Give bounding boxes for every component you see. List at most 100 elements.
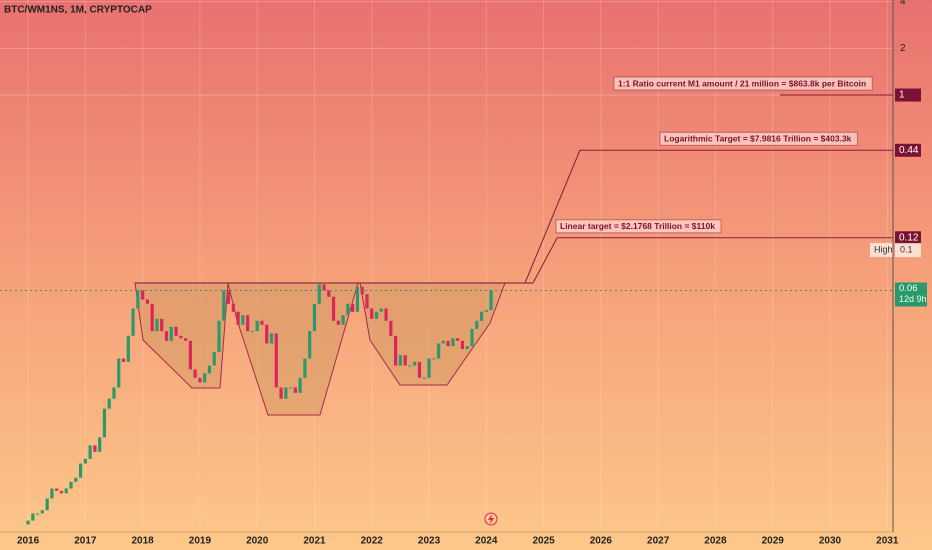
candle-body (179, 335, 183, 339)
candle-body (355, 286, 360, 312)
candles (26, 284, 493, 525)
candle-body (308, 331, 312, 359)
candle-body (446, 340, 450, 347)
candle-body (441, 340, 445, 344)
x-tick-label: 2028 (704, 536, 727, 547)
x-tick-label: 2019 (189, 536, 212, 547)
candle-body (456, 338, 460, 341)
candle-body (131, 308, 135, 336)
level-price-label: 0.12 (899, 232, 919, 243)
candle-body (346, 303, 350, 316)
x-tick-label: 2023 (418, 536, 441, 547)
high-value: 0.1 (900, 244, 913, 254)
candle-body (102, 408, 107, 438)
candle-body (289, 387, 293, 389)
y-tick-label: 4 (900, 0, 906, 7)
candle-body (117, 358, 121, 388)
candle-body (460, 340, 465, 350)
candle-body (212, 352, 216, 366)
last-price-label: 0.06 (899, 283, 918, 294)
grid (0, 0, 893, 532)
x-tick-label: 2016 (17, 536, 40, 547)
level-price-box (895, 143, 921, 157)
candle-body (336, 320, 340, 325)
x-tick-label: 2029 (762, 536, 785, 547)
candle-body (74, 477, 78, 482)
annotation: Logarithmic Target = $7.9816 Trillion = … (664, 134, 852, 144)
candle-body (241, 315, 245, 325)
candle-body (59, 490, 64, 494)
annotation: 1:1 Ratio current M1 amount / 21 million… (618, 78, 866, 88)
candle-body (379, 308, 383, 312)
candle-body (236, 311, 240, 325)
x-tick-label: 2017 (74, 536, 97, 547)
candle-body (31, 513, 35, 521)
x-tick-label: 2030 (819, 536, 842, 547)
x-tick-label: 2026 (590, 536, 613, 547)
candle-body (246, 315, 250, 332)
candle-body (141, 290, 145, 300)
candle-body (255, 320, 259, 332)
candle-body (331, 296, 336, 321)
candle-body (45, 498, 49, 511)
candle-body (451, 338, 455, 347)
candle-body (475, 320, 479, 329)
candle-body (55, 488, 59, 491)
candle-body (69, 481, 73, 489)
candle-body (145, 299, 150, 304)
level-price-label: 0.44 (899, 145, 919, 156)
high-value-box (895, 243, 921, 258)
candle-body (98, 437, 102, 452)
candle-body (174, 326, 178, 336)
candle-body (83, 458, 87, 464)
candle-body (126, 335, 130, 362)
high-box (870, 243, 893, 258)
events-icon[interactable] (484, 512, 498, 526)
x-tick-label: 2021 (303, 536, 326, 547)
candle-body (203, 373, 207, 383)
candle-body (160, 318, 164, 332)
candle-body (479, 311, 484, 321)
last-price-box (895, 282, 927, 307)
candle-body (322, 284, 326, 291)
candle-body (394, 335, 398, 366)
candle-body (217, 320, 221, 353)
candle-body (370, 308, 374, 319)
candle-body (231, 303, 235, 312)
candle-body (403, 355, 407, 366)
candle-body (274, 333, 278, 388)
candle-body (88, 445, 92, 459)
candle-body (470, 328, 474, 347)
candle-body (226, 290, 231, 304)
candle-body (427, 358, 431, 378)
candle-body (207, 365, 212, 374)
annotation-box (613, 76, 873, 91)
candle-body (432, 358, 436, 360)
level-price-box (895, 231, 921, 245)
candle-body (374, 311, 379, 319)
candle-body (398, 355, 402, 366)
candle-body (303, 358, 307, 378)
candle-body (408, 365, 412, 367)
candle-body (269, 333, 274, 344)
x-tick-label: 2020 (246, 536, 269, 547)
candle-body (121, 358, 126, 362)
candle-body (417, 361, 422, 378)
candle-body (198, 377, 202, 383)
x-tick-label: 2024 (475, 536, 498, 547)
x-tick-label: 2018 (132, 536, 155, 547)
candle-body (50, 488, 54, 499)
candle-body (250, 331, 255, 333)
candle-body (422, 377, 426, 379)
candle-body (365, 294, 369, 309)
candle-body (465, 346, 469, 350)
candle-body (484, 310, 488, 312)
x-tick-label: 2031 (876, 536, 899, 547)
x-tick-label: 2025 (532, 536, 555, 547)
overlay: 1:1 Ratio current M1 amount / 21 million… (0, 76, 927, 307)
candle-body (107, 398, 111, 409)
candle-body (188, 340, 192, 370)
candle-body (112, 387, 116, 399)
x-tick-label: 2027 (647, 536, 670, 547)
